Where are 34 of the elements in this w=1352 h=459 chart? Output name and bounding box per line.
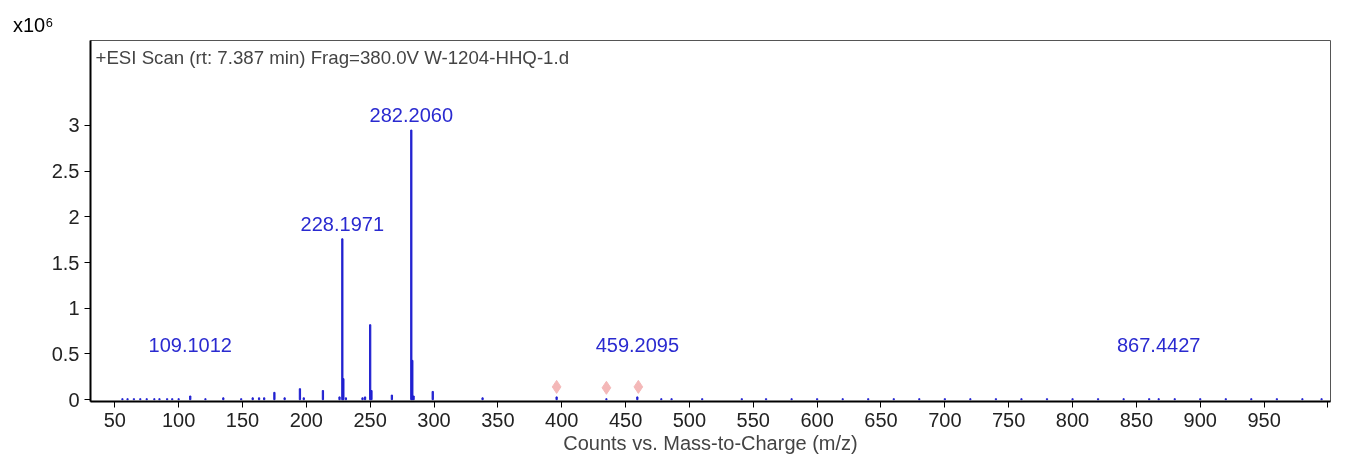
x-tick-label: 750 bbox=[992, 408, 1026, 431]
x-tick-label: 700 bbox=[928, 408, 962, 431]
x-tick-label: 500 bbox=[672, 408, 707, 431]
x-tick-label: 900 bbox=[1183, 408, 1217, 431]
annotation: 282.2060 bbox=[369, 104, 454, 127]
y-tick-label: 1 bbox=[68, 297, 80, 320]
annotation: 459.2095 bbox=[595, 333, 680, 356]
y-tick-label: 2.5 bbox=[51, 160, 80, 183]
y-tick-label: 3 bbox=[68, 114, 80, 137]
x-tick-label: 350 bbox=[481, 408, 515, 431]
y-tick-label: 1.5 bbox=[51, 251, 80, 274]
x-tick-label: 550 bbox=[736, 408, 770, 431]
chart-title: +ESI Scan (rt: 7.387 min) Frag=380.0V W-1204-HHQ-1.d bbox=[95, 46, 570, 68]
y-tick-label: 0.5 bbox=[51, 342, 80, 365]
x-tick-label: 50 bbox=[103, 408, 126, 431]
x-tick-label: 950 bbox=[1247, 408, 1281, 431]
x-tick-label: 150 bbox=[225, 408, 260, 431]
annotation: 228.1971 bbox=[300, 212, 385, 235]
annotation: 109.1012 bbox=[148, 333, 232, 356]
x-tick-label: 400 bbox=[545, 408, 579, 431]
y-tick-label: 2 bbox=[68, 205, 80, 228]
x-tick-label: 850 bbox=[1119, 408, 1154, 431]
x-tick-label: 600 bbox=[800, 408, 834, 431]
y-axis-title: x10⁶ bbox=[13, 13, 54, 38]
annotation: 867.4427 bbox=[1116, 333, 1201, 356]
y-tick-label: 0 bbox=[68, 388, 80, 411]
x-tick-label: 300 bbox=[417, 408, 451, 431]
x-tick-label: 650 bbox=[864, 408, 898, 431]
x-axis-title: Counts vs. Mass-to-Charge (m/z) bbox=[563, 431, 858, 454]
x-tick-label: 100 bbox=[161, 408, 196, 431]
x-tick-label: 800 bbox=[1055, 408, 1090, 431]
x-tick-label: 250 bbox=[353, 408, 387, 431]
x-tick-label: 200 bbox=[289, 408, 324, 431]
x-tick-label: 450 bbox=[608, 408, 643, 431]
